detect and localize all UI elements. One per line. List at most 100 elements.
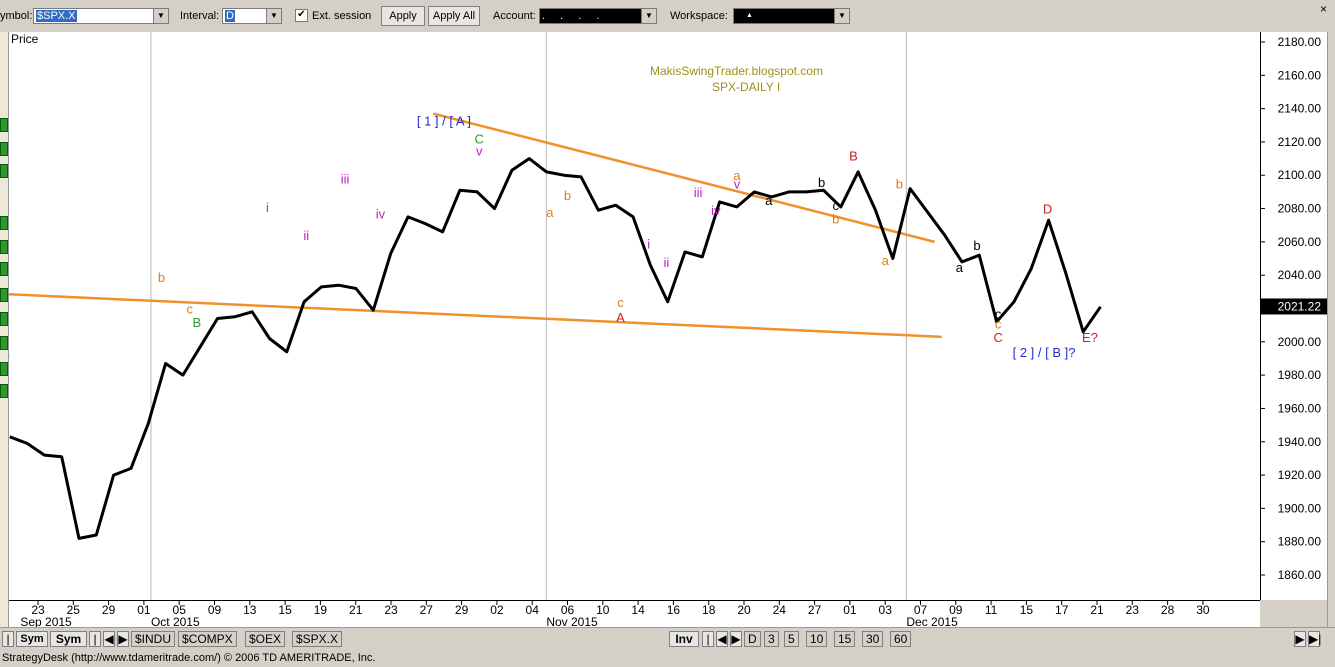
wave-label: a [882, 253, 890, 268]
wave-label: [ 1 ] / [ A ] [417, 113, 471, 128]
interval-tab[interactable]: 10 [806, 631, 828, 647]
close-icon[interactable]: × [1320, 2, 1328, 16]
x-tick-label: 29 [102, 603, 116, 617]
interval-tab[interactable]: 5 [784, 631, 799, 647]
wave-label: ii [303, 228, 309, 243]
x-tick-label: 16 [667, 603, 681, 617]
inv-button[interactable]: Inv [669, 631, 699, 647]
symbol-tab[interactable]: $OEX [245, 631, 286, 647]
y-tick-label: 1960.00 [1278, 401, 1322, 415]
interval-value[interactable]: D [225, 10, 235, 22]
x-tick-label: 15 [1020, 603, 1034, 617]
price-axis: 2180.00 2160.00 2140.00 2120.00 2100.00 2080.… [1261, 32, 1327, 600]
interval-tab[interactable]: 60 [890, 631, 912, 647]
x-tick-label: 29 [455, 603, 469, 617]
x-tick-label: 13 [243, 603, 257, 617]
interval-tab[interactable]: 30 [862, 631, 884, 647]
workspace-combo[interactable]: ▲ ▼ [733, 8, 850, 24]
chevron-down-icon[interactable]: ▼ [266, 9, 281, 23]
x-tick-label: 14 [631, 603, 645, 617]
y-tick-label: 2040.00 [1278, 268, 1322, 282]
sym-tab-current[interactable]: Sym [50, 631, 87, 647]
account-value[interactable]: . . . . [542, 10, 606, 22]
x-tick-label: 23 [31, 603, 45, 617]
wave-label: c [995, 306, 1002, 321]
x-tick-label: 21 [349, 603, 363, 617]
trendline[interactable] [9, 293, 942, 339]
first-tab-icon[interactable]: |◀ [2, 631, 14, 660]
interval-tab[interactable]: 3 [764, 631, 779, 647]
symbol-combo[interactable]: $SPX.X ▼ [33, 8, 169, 24]
y-tick-label: 2060.00 [1278, 235, 1322, 249]
last-page-icon[interactable]: ▶| [1308, 631, 1322, 647]
symbol-value[interactable]: $SPX.X [36, 10, 77, 22]
tool-button[interactable] [0, 142, 8, 156]
tool-button[interactable] [0, 216, 8, 230]
chevron-down-icon[interactable]: ▼ [834, 9, 849, 23]
x-tick-label: 18 [702, 603, 716, 617]
wave-label: B [849, 148, 858, 163]
x-tick-label: 15 [278, 603, 292, 617]
month-label: Nov 2015 [546, 615, 598, 628]
x-tick-label: 27 [420, 603, 434, 617]
prev-tab-icon[interactable]: ◀ [103, 631, 115, 647]
prev-tab-icon[interactable]: ◀ [716, 631, 728, 647]
prev-page-icon[interactable]: ▶ [1294, 631, 1306, 647]
symbol-tab[interactable]: $COMPX [178, 631, 237, 647]
tool-button[interactable] [0, 384, 8, 398]
wave-label: a [956, 260, 964, 275]
x-tick-label: 19 [314, 603, 328, 617]
symbol-tab[interactable]: $INDU [131, 631, 176, 647]
x-tick-label: 25 [67, 603, 81, 617]
next-tab-icon[interactable]: ▶ [117, 631, 129, 647]
x-tick-label: 10 [596, 603, 610, 617]
price-line[interactable] [9, 157, 1102, 540]
inv-label: Inv [675, 632, 693, 646]
x-tick-label: 06 [561, 603, 575, 617]
wave-label: C [475, 132, 484, 147]
wave-label: b [973, 238, 980, 253]
wave-label: a [9, 345, 11, 360]
tool-button[interactable] [0, 262, 8, 276]
tool-button[interactable] [0, 362, 8, 376]
next-tab-icon[interactable]: ▶ [730, 631, 742, 647]
x-tick-label: 23 [384, 603, 398, 617]
chevron-down-icon[interactable]: ▼ [641, 9, 656, 23]
first-tab-icon[interactable]: |◀ [702, 631, 714, 660]
interval-tab[interactable]: 15 [834, 631, 856, 647]
x-tick-label: 27 [808, 603, 822, 617]
chevron-down-icon[interactable]: ▼ [153, 9, 168, 23]
x-tick-label: 01 [137, 603, 151, 617]
workspace-value[interactable]: ▲ [746, 12, 753, 19]
x-tick-label: 23 [1126, 603, 1140, 617]
x-tick-label: 11 [985, 603, 998, 617]
interval-combo[interactable]: D ▼ [222, 8, 282, 24]
interval-tab[interactable]: D [744, 631, 761, 647]
right-scrollbar[interactable] [1327, 32, 1335, 627]
y-tick-label: 1980.00 [1278, 368, 1322, 382]
first-tab-icon[interactable]: |◀ [89, 631, 101, 660]
bottom-tab-bar: |◀ Sym Sym |◀ ◀ ▶ $INDU $COMPX $OEX $SPX… [0, 627, 1335, 660]
tool-button[interactable] [0, 164, 8, 178]
tool-button[interactable] [0, 118, 8, 132]
trendline[interactable] [433, 112, 935, 244]
symbol-tab-active[interactable]: $SPX.X [292, 631, 343, 647]
date-axis-svg: 23 25 29 01 05 09 13 15 19 21 23 27 29 02 04 06 10 14 16 18… [20, 601, 1210, 629]
ext-session-checkbox[interactable]: ✔ [295, 9, 308, 22]
wave-label: C [993, 330, 1002, 345]
tool-button[interactable] [0, 288, 8, 302]
tool-button[interactable] [0, 336, 8, 350]
sym-button[interactable]: Sym [16, 631, 48, 647]
wave-label: i [266, 200, 269, 215]
y-tick-label: 2180.00 [1278, 35, 1322, 49]
wave-label: E? [1082, 330, 1098, 345]
wave-label: b [832, 212, 839, 227]
chart-plot-area[interactable]: Price MakisSwingTrader.blogspot.com SPX-… [9, 32, 1261, 600]
tool-button[interactable] [0, 312, 8, 326]
account-combo[interactable]: . . . . ▼ [539, 8, 657, 24]
x-tick-label: 01 [843, 603, 857, 617]
apply-button[interactable]: Apply [381, 6, 425, 26]
tool-button[interactable] [0, 240, 8, 254]
apply-all-button[interactable]: Apply All [428, 6, 480, 26]
price-chart[interactable]: iiiiiiivAvabcBiiiiiiiv[ 1 ] / [ A ]Cvbac… [9, 32, 1260, 600]
